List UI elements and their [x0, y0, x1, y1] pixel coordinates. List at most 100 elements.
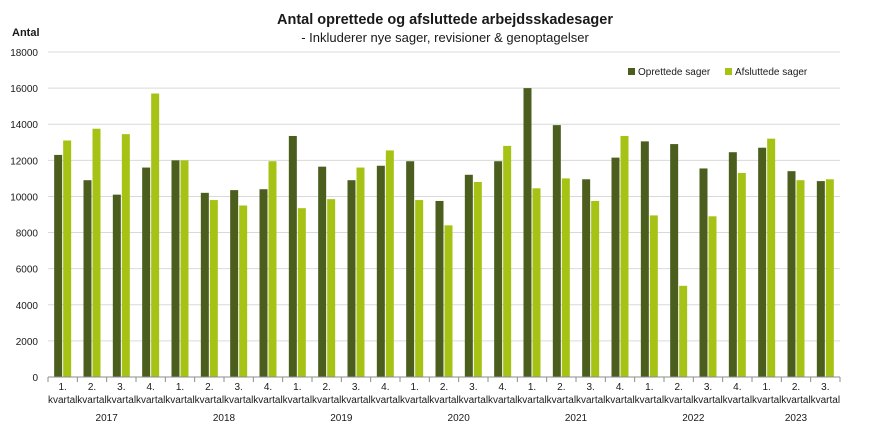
x-tick-label-kvartal: kvartal: [312, 395, 341, 406]
bar-oprettede: [376, 165, 385, 377]
x-category-labels: 1. kvartal 2. kvartal 3. kvartal 4. kvartal 1. kv…: [48, 382, 840, 406]
bar-oprettede: [171, 160, 180, 377]
bar-afsluttede: [591, 200, 600, 377]
legend-swatch-afsluttede: [725, 68, 732, 75]
bar-afsluttede: [121, 134, 130, 377]
bar-afsluttede: [473, 182, 482, 377]
x-year-label: 2023: [785, 413, 808, 423]
x-tick-label-kvartal: kvartal: [253, 395, 282, 406]
bar-oprettede: [582, 179, 591, 377]
x-tick-label-quarter: 4.: [616, 382, 624, 393]
bar-oprettede: [54, 154, 63, 377]
bar-afsluttede: [503, 145, 512, 377]
bar-oprettede: [640, 141, 649, 377]
x-tick-label-quarter: 2.: [88, 382, 96, 393]
legend-swatch-oprettede: [628, 68, 635, 75]
y-tick-label: 6000: [16, 265, 39, 276]
x-tick-label-quarter: 3.: [586, 382, 594, 393]
x-tick-label-kvartal: kvartal: [400, 395, 429, 406]
x-tick-label-kvartal: kvartal: [77, 395, 106, 406]
x-tick-label-quarter: 4.: [146, 382, 154, 393]
x-tick-label-kvartal: kvartal: [635, 395, 664, 406]
y-tick-label: 18000: [10, 48, 38, 59]
bar-oprettede: [670, 144, 679, 377]
bar-afsluttede: [356, 167, 365, 377]
bar-oprettede: [142, 167, 151, 377]
bar-oprettede: [200, 192, 209, 377]
x-tick-label-quarter: 2.: [440, 382, 448, 393]
x-year-label: 2020: [448, 413, 471, 423]
bar-oprettede: [230, 190, 239, 377]
bar-oprettede: [699, 168, 708, 377]
x-tick-label-kvartal: kvartal: [136, 395, 165, 406]
chart-subtitle: - Inkluderer nye sager, revisioner & gen…: [301, 30, 589, 45]
x-tick-label-quarter: 2.: [674, 382, 682, 393]
bar-oprettede: [406, 161, 415, 377]
bar-afsluttede: [649, 215, 658, 377]
legend-label-oprettede: Oprettede sager: [638, 67, 711, 78]
x-year-label: 2022: [682, 413, 705, 423]
bar-oprettede: [611, 157, 620, 377]
bar-afsluttede: [297, 208, 306, 377]
bar-oprettede: [523, 88, 532, 377]
x-year-label: 2017: [96, 413, 119, 423]
bar-afsluttede: [679, 285, 688, 377]
bar-oprettede: [259, 189, 268, 377]
bar-oprettede: [318, 166, 327, 377]
x-tick-label-quarter: 1.: [528, 382, 536, 393]
bar-afsluttede: [92, 128, 101, 377]
x-tick-label-kvartal: kvartal: [576, 395, 605, 406]
x-tick-label-kvartal: kvartal: [488, 395, 517, 406]
x-tick-label-quarter: 4.: [498, 382, 506, 393]
x-tick-label-quarter: 1.: [645, 382, 653, 393]
x-tick-label-quarter: 4.: [381, 382, 389, 393]
bar-afsluttede: [561, 178, 570, 377]
bar-afsluttede: [825, 179, 834, 377]
x-tick-label-kvartal: kvartal: [517, 395, 546, 406]
x-tick-label-quarter: 4.: [733, 382, 741, 393]
x-tick-label-quarter: 1.: [293, 382, 301, 393]
x-tick-label-quarter: 2.: [557, 382, 565, 393]
x-tick-label-kvartal: kvartal: [165, 395, 194, 406]
x-tick-label-quarter: 4.: [264, 382, 272, 393]
x-tick-label-kvartal: kvartal: [283, 395, 312, 406]
bar-afsluttede: [767, 138, 776, 377]
x-tick-label-kvartal: kvartal: [48, 395, 77, 406]
y-tick-label: 4000: [16, 301, 39, 312]
y-axis-label: Antal: [12, 27, 40, 39]
bar-oprettede: [816, 181, 825, 377]
y-tick-label: 14000: [10, 120, 38, 131]
y-tick-labels: 0 2000 4000 6000 8000 10000 12000 14000 16000 180…: [10, 48, 38, 384]
x-tick-label-quarter: 1.: [58, 382, 66, 393]
bar-oprettede: [112, 194, 121, 377]
x-tick-label-kvartal: kvartal: [107, 395, 136, 406]
bar-afsluttede: [737, 172, 746, 377]
y-tick-label: 0: [32, 373, 38, 384]
bar-oprettede: [758, 147, 767, 377]
x-tick-label-quarter: 3.: [469, 382, 477, 393]
bar-afsluttede: [209, 200, 218, 377]
bar-afsluttede: [151, 93, 160, 378]
bar-oprettede: [464, 174, 473, 377]
x-tick-label-kvartal: kvartal: [752, 395, 781, 406]
bar-oprettede: [83, 180, 92, 377]
bar-afsluttede: [327, 199, 336, 377]
x-tick-label-kvartal: kvartal: [781, 395, 810, 406]
y-tick-label: 10000: [10, 192, 38, 203]
legend: Oprettede sager Afsluttede sager: [628, 67, 808, 78]
x-tick-label-kvartal: kvartal: [429, 395, 458, 406]
x-tick-label-quarter: 1.: [762, 382, 770, 393]
bar-oprettede: [787, 171, 796, 377]
bar-oprettede: [552, 125, 561, 377]
bar-afsluttede: [268, 161, 277, 377]
bar-afsluttede: [620, 135, 629, 377]
x-tick-label-quarter: 3.: [234, 382, 242, 393]
x-tick-label-kvartal: kvartal: [371, 395, 400, 406]
x-tick-label-kvartal: kvartal: [723, 395, 752, 406]
bar-afsluttede: [532, 188, 541, 377]
x-year-label: 2019: [330, 413, 353, 423]
x-tick-label-quarter: 2.: [792, 382, 800, 393]
x-tick-label-quarter: 2.: [322, 382, 330, 393]
y-tick-label: 8000: [16, 229, 39, 240]
x-tick-label-kvartal: kvartal: [341, 395, 370, 406]
